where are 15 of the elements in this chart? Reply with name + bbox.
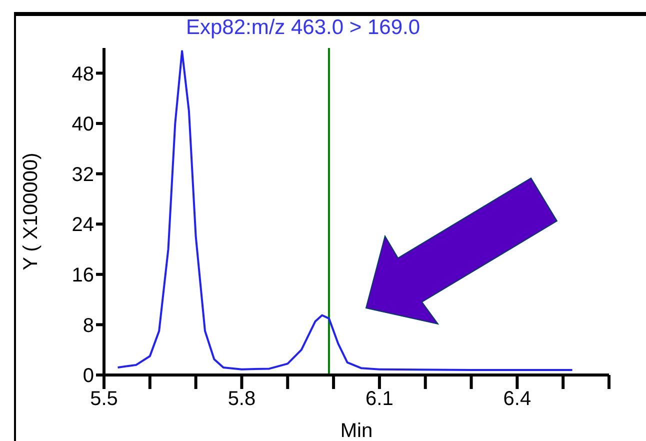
chart-title: Exp82:m/z 463.0 > 169.0 — [184, 16, 422, 40]
y-tick-label: 48 — [72, 63, 94, 86]
y-tick-label: 16 — [72, 264, 94, 286]
y-tick-label: 0 — [82, 365, 94, 388]
x-tick-label: 5.5 — [90, 388, 118, 410]
x-tick-label: 6.4 — [503, 388, 532, 410]
y-axis-title: Y ( X100000) — [20, 152, 42, 270]
x-tick-label: 5.8 — [228, 388, 256, 410]
line-series — [116, 50, 574, 371]
y-tick-label: 8 — [82, 314, 94, 337]
y-tick-label: 32 — [72, 164, 94, 186]
y-tick-label: 24 — [72, 214, 94, 236]
y-tick-label: 40 — [72, 114, 94, 136]
x-axis-title: Min — [340, 420, 373, 441]
x-tick-label: 6.1 — [366, 388, 394, 410]
